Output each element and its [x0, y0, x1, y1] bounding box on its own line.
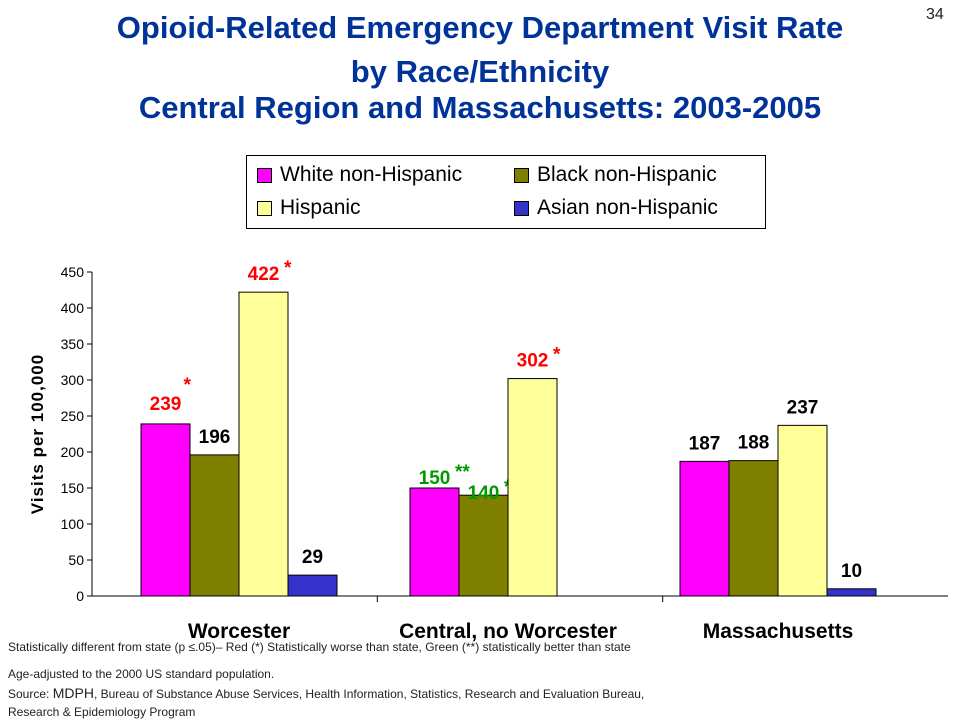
y-tick-label: 350	[61, 336, 85, 352]
x-category-label: Central, no Worcester	[399, 620, 617, 643]
bar	[777, 424, 828, 597]
y-tick-label: 250	[61, 408, 85, 424]
bar	[826, 588, 877, 597]
legend-item-black: Black non-Hispanic	[514, 163, 717, 187]
significance-mark: *	[284, 258, 292, 279]
bar	[287, 574, 338, 597]
bar	[238, 291, 289, 597]
legend-swatch-white	[257, 167, 272, 183]
y-tick-label: 450	[61, 264, 85, 280]
y-tick-label: 50	[68, 552, 84, 568]
legend-swatch-asian	[514, 200, 529, 216]
y-tick-label: 0	[76, 588, 84, 604]
footnote-age-adjusted: Age-adjusted to the 2000 US standard pop…	[8, 667, 275, 681]
data-label: 150	[419, 468, 451, 489]
significance-mark: **	[455, 462, 470, 483]
data-label: 188	[738, 433, 770, 454]
footnote-source: Source: MDPH, Bureau of Substance Abuse …	[8, 685, 644, 701]
legend-label-hispanic: Hispanic	[280, 196, 361, 219]
chart-legend: White non-Hispanic Black non-Hispanic Hi…	[246, 155, 766, 229]
bar	[409, 487, 460, 597]
legend-label-black: Black non-Hispanic	[537, 163, 717, 186]
source-rest: , Bureau of Substance Abuse Services, He…	[93, 687, 645, 701]
data-label: 237	[787, 397, 819, 418]
y-tick-label: 400	[61, 300, 85, 316]
data-label: 196	[199, 427, 231, 448]
footnote-significance: Statistically different from state (p ≤.…	[8, 640, 631, 654]
significance-mark: *	[553, 345, 561, 366]
title-line-1: Opioid-Related Emergency Department Visi…	[116, 10, 844, 45]
x-category-label: Worcester	[188, 620, 290, 643]
y-tick-label: 100	[61, 516, 85, 532]
bar	[728, 460, 779, 597]
source-prefix: Source:	[8, 687, 53, 701]
legend-swatch-black	[514, 167, 529, 183]
legend-label-asian: Asian non-Hispanic	[537, 196, 718, 219]
legend-item-hispanic: Hispanic	[257, 196, 361, 220]
y-tick-label: 150	[61, 480, 85, 496]
data-label: 10	[841, 561, 862, 582]
title-line-2: by Race/Ethnicity	[350, 54, 610, 89]
data-label: 140	[468, 483, 500, 504]
data-label: 302	[517, 351, 549, 372]
significance-mark: *	[184, 375, 192, 396]
footnote-source-line-2: Research & Epidemiology Program	[8, 705, 196, 719]
data-label: 187	[689, 433, 721, 454]
legend-item-asian: Asian non-Hispanic	[514, 196, 718, 220]
legend-item-white: White non-Hispanic	[257, 163, 462, 187]
y-tick-label: 200	[61, 444, 85, 460]
bar	[189, 454, 240, 597]
bar	[140, 423, 191, 597]
bar	[679, 460, 730, 597]
y-tick-label: 300	[61, 372, 85, 388]
slide-number: 34	[926, 6, 944, 23]
legend-swatch-hispanic	[257, 200, 272, 216]
y-axis-label: Visits per 100,000	[28, 354, 47, 514]
bar	[507, 378, 558, 597]
data-label: 422	[248, 264, 280, 285]
title-line-3: Central Region and Massachusetts: 2003-2…	[138, 90, 822, 125]
source-agency: MDPH	[52, 685, 94, 701]
x-category-label: Massachusetts	[703, 620, 854, 643]
data-label: 29	[302, 547, 323, 568]
data-label: 239	[150, 394, 182, 415]
bar	[458, 494, 509, 597]
legend-label-white: White non-Hispanic	[280, 163, 463, 186]
